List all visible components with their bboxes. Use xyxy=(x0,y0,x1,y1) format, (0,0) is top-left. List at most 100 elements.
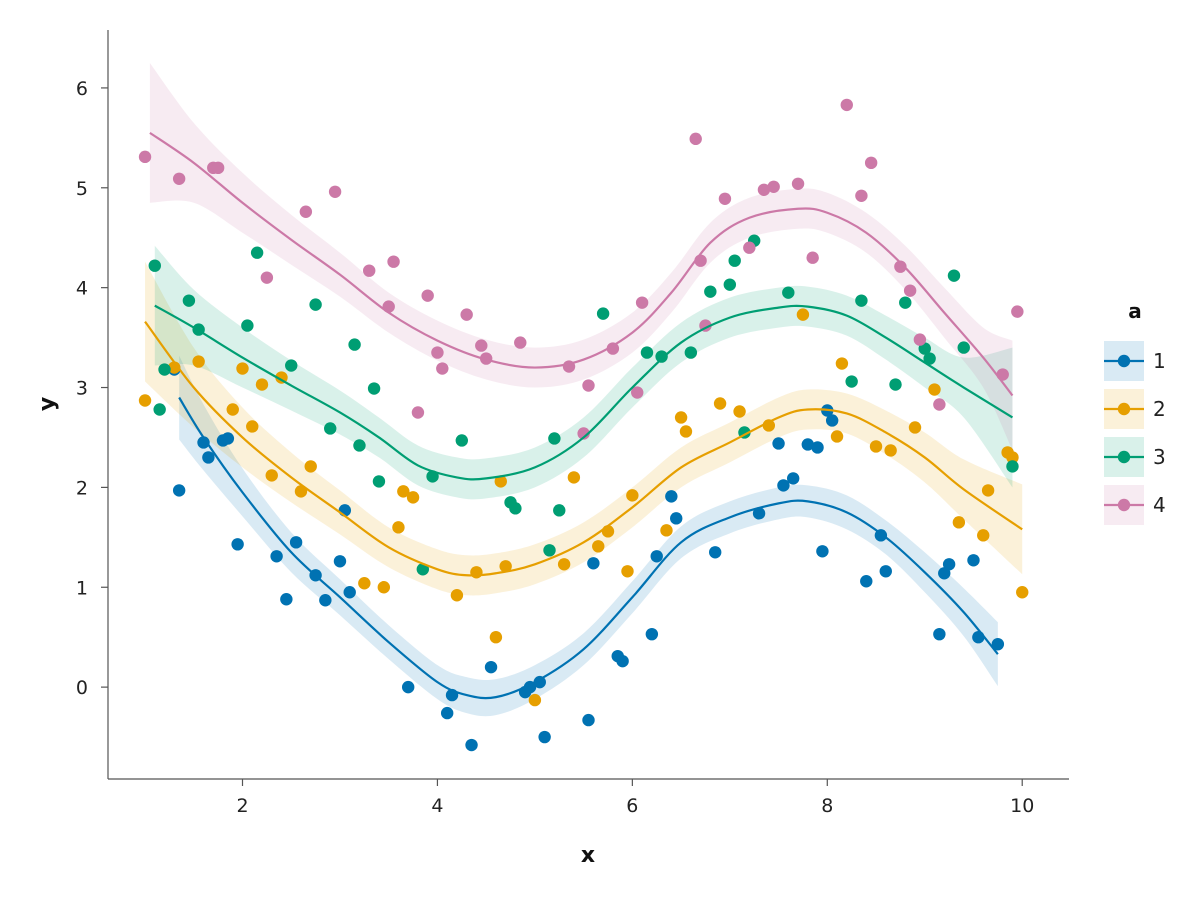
data-point-series-3 xyxy=(899,296,912,309)
legend-label-2: 2 xyxy=(1153,397,1166,421)
data-point-series-2 xyxy=(679,425,693,438)
data-point-series-4 xyxy=(138,150,152,164)
data-point-series-1 xyxy=(343,586,356,599)
data-point-series-3 xyxy=(1006,460,1019,473)
legend-label-4: 4 xyxy=(1153,493,1166,517)
data-point-series-2 xyxy=(908,421,922,434)
data-point-series-3 xyxy=(241,319,254,332)
data-point-series-4 xyxy=(933,398,946,411)
data-point-series-2 xyxy=(392,521,405,534)
data-point-series-4 xyxy=(606,342,620,355)
trend-line-series-3 xyxy=(154,304,1014,481)
data-point-series-4 xyxy=(840,98,853,112)
axes: 2 4 6 8 10 0 1 2 3 4 5 6 x y xyxy=(35,30,1069,868)
data-point-series-4 xyxy=(387,255,400,268)
data-point-series-3 xyxy=(553,504,566,517)
data-point-series-3 xyxy=(845,375,858,388)
data-point-series-2 xyxy=(928,383,941,396)
data-point-series-2 xyxy=(952,516,966,529)
data-point-series-4 xyxy=(260,271,274,284)
data-point-series-4 xyxy=(806,251,819,264)
data-point-series-4 xyxy=(894,260,907,273)
data-point-series-2 xyxy=(567,471,581,484)
data-point-series-2 xyxy=(358,577,371,590)
data-point-series-4 xyxy=(211,161,225,175)
data-point-series-2 xyxy=(733,405,746,418)
data-point-series-3 xyxy=(509,502,522,515)
data-point-series-4 xyxy=(172,172,186,185)
data-point-series-4 xyxy=(582,379,595,392)
data-point-series-4 xyxy=(382,300,395,313)
data-point-series-4 xyxy=(855,189,868,202)
data-point-series-1 xyxy=(860,575,873,588)
data-point-series-2 xyxy=(592,540,605,553)
trend-line-series-2 xyxy=(144,320,1023,577)
data-point-series-1 xyxy=(665,490,678,503)
x-tick-label: 2 xyxy=(236,795,248,817)
data-point-series-1 xyxy=(202,451,215,464)
data-point-series-3 xyxy=(548,432,561,445)
legend-swatch-marker-4 xyxy=(1117,498,1131,512)
x-tick-label: 4 xyxy=(431,795,443,817)
legend-swatch-marker-1 xyxy=(1117,354,1131,368)
data-point-series-4 xyxy=(718,192,732,205)
legend-swatch-marker-3 xyxy=(1117,450,1131,464)
data-point-series-4 xyxy=(635,296,649,309)
data-point-series-2 xyxy=(168,361,181,374)
data-point-series-4 xyxy=(767,180,780,193)
data-point-series-2 xyxy=(192,355,205,368)
legend-swatch-marker-2 xyxy=(1117,402,1131,416)
data-point-series-3 xyxy=(655,350,668,363)
data-point-series-3 xyxy=(704,285,717,298)
data-point-series-1 xyxy=(582,713,595,727)
data-point-series-4 xyxy=(421,289,434,302)
data-point-series-1 xyxy=(879,565,892,578)
data-point-series-3 xyxy=(728,254,741,267)
legend: a 1 2 3 4 xyxy=(1104,299,1166,525)
data-point-series-3 xyxy=(782,286,795,299)
plot-area xyxy=(138,62,1029,752)
data-point-series-4 xyxy=(577,427,590,440)
legend-title: a xyxy=(1128,299,1142,323)
data-point-series-2 xyxy=(226,403,239,416)
data-point-series-1 xyxy=(401,680,415,694)
data-point-series-1 xyxy=(825,414,839,427)
data-point-series-1 xyxy=(289,536,303,549)
data-point-series-1 xyxy=(280,593,293,606)
data-point-series-1 xyxy=(440,706,454,720)
data-point-series-4 xyxy=(514,336,527,349)
data-point-series-1 xyxy=(752,507,766,520)
data-point-series-4 xyxy=(1011,305,1024,318)
data-point-series-3 xyxy=(250,246,264,259)
data-point-series-4 xyxy=(864,156,878,170)
data-point-series-1 xyxy=(465,738,478,752)
data-point-series-2 xyxy=(884,444,897,457)
data-point-series-3 xyxy=(372,475,386,488)
y-axis-title: y xyxy=(35,397,60,411)
data-point-series-2 xyxy=(977,529,990,542)
y-tick-label: 1 xyxy=(76,577,88,599)
data-point-series-1 xyxy=(533,675,546,689)
confidence-band-series-2 xyxy=(145,261,1023,596)
data-point-series-3 xyxy=(367,382,381,395)
data-point-series-4 xyxy=(299,205,313,218)
data-point-series-2 xyxy=(626,489,639,502)
data-point-series-4 xyxy=(631,386,644,399)
data-point-series-2 xyxy=(397,485,410,498)
data-point-series-3 xyxy=(684,346,698,359)
data-point-series-1 xyxy=(942,558,956,571)
data-point-series-1 xyxy=(616,654,629,668)
confidence-band-series-1 xyxy=(179,355,998,717)
data-point-series-1 xyxy=(811,441,824,454)
data-point-series-2 xyxy=(450,589,464,602)
data-point-series-1 xyxy=(816,545,829,558)
data-point-series-4 xyxy=(328,185,342,198)
legend-label-3: 3 xyxy=(1153,445,1166,469)
data-point-series-2 xyxy=(470,566,483,579)
data-point-series-3 xyxy=(153,403,166,416)
data-point-series-3 xyxy=(348,338,361,351)
data-point-series-1 xyxy=(221,432,235,445)
data-point-series-1 xyxy=(991,637,1005,651)
data-point-series-1 xyxy=(670,512,683,525)
data-point-series-2 xyxy=(489,630,503,644)
